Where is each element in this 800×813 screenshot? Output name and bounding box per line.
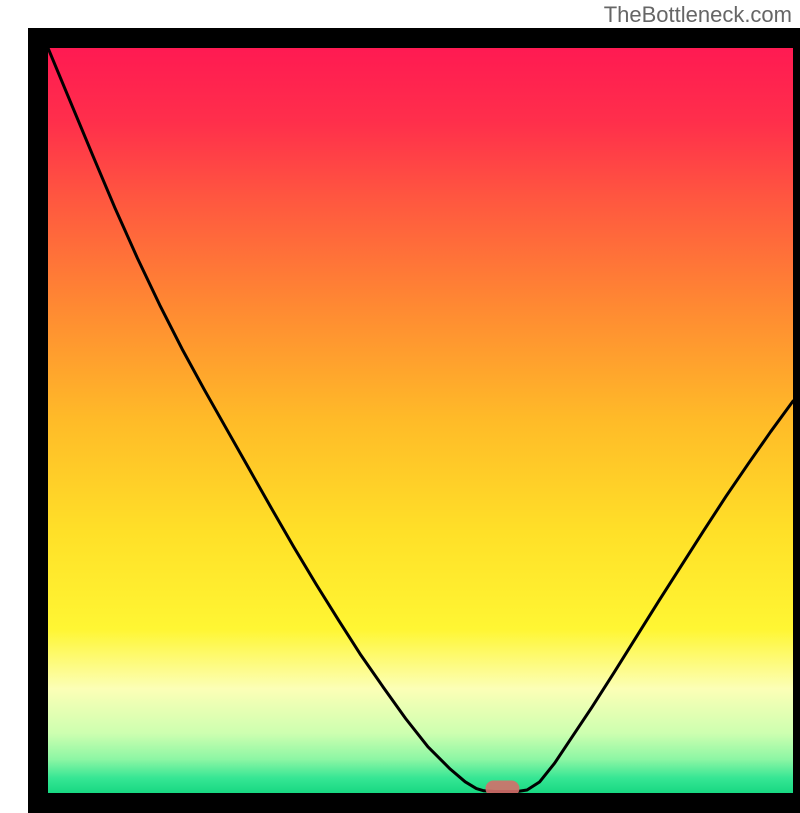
optimal-point-marker [485,781,519,793]
plot-frame [28,28,800,813]
plot-canvas [48,48,793,793]
watermark-text: TheBottleneck.com [604,2,792,28]
gradient-background [48,48,793,793]
